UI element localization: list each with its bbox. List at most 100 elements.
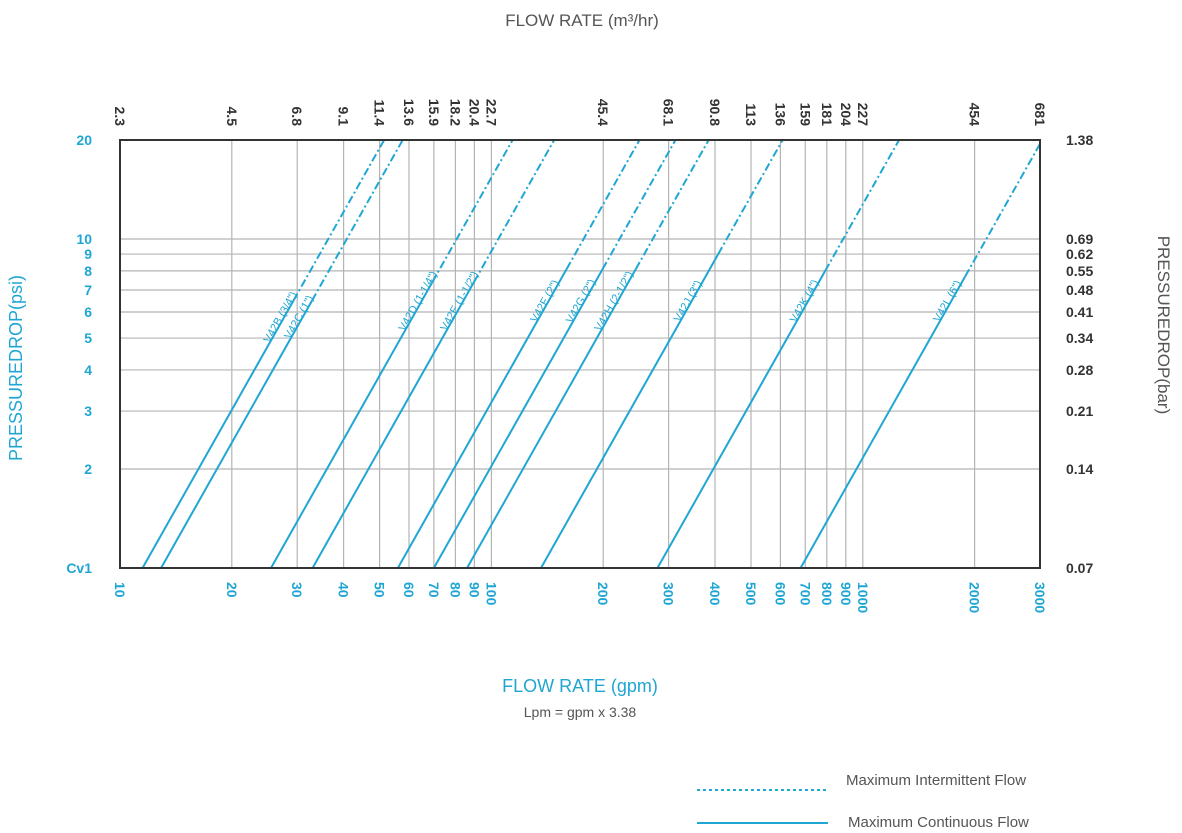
- series-intermittent-line: [824, 139, 900, 272]
- series-intermittent-line: [292, 139, 386, 302]
- x-axis-note: Lpm = gpm x 3.38: [524, 704, 637, 720]
- y-tick-label-bar: 1.38: [1066, 132, 1093, 148]
- x-tick-label: 3000: [1032, 582, 1048, 613]
- series-label: V42H (2-1/2"): [593, 269, 636, 333]
- series-label-layer: V42B (3/4")V42C (1") V42D (1-1/4")V42E (1…: [262, 269, 965, 345]
- y-tick-label-bar: 0.21: [1066, 403, 1093, 419]
- x-tick-label: 900: [838, 582, 854, 606]
- y-tick-label-psi: 20: [76, 132, 92, 148]
- y-tick-label-psi: Cv1: [66, 560, 92, 576]
- y-tick-label-bar: 0.14: [1066, 461, 1093, 477]
- top-x-tick-label: 90.8: [707, 99, 723, 126]
- legend-continuous-label: Maximum Continuous Flow: [848, 814, 1029, 831]
- y-tick-label-psi: 3: [84, 403, 92, 419]
- series-label: V42G (2"): [564, 277, 598, 325]
- top-x-tick-label: 18.2: [447, 99, 463, 126]
- top-x-tick-label: 159: [797, 103, 813, 127]
- series-intermittent-line: [473, 139, 556, 283]
- series-continuous-line: [141, 300, 295, 569]
- x-tick-label: 20: [224, 582, 240, 598]
- top-x-tick-label: 681: [1032, 103, 1048, 127]
- grid-layer: [120, 140, 1040, 568]
- y-tick-label-psi: 9: [84, 246, 92, 262]
- y-tick-label-psi: 4: [84, 362, 92, 378]
- top-axis-title: FLOW RATE (m³/hr): [505, 11, 659, 30]
- top-x-tick-label: 4.5: [224, 107, 240, 127]
- top-x-tick-label: 2.3: [112, 107, 128, 127]
- series-label: V42F (2"): [528, 278, 561, 325]
- series-intermittent-line: [565, 139, 641, 270]
- x-tick-label: 500: [743, 582, 759, 606]
- x-tick-label: 300: [661, 582, 677, 606]
- x-tick-label: 10: [112, 582, 128, 598]
- x-tick-label: 1000: [855, 582, 871, 613]
- x-tick-label: 30: [289, 582, 305, 598]
- legend: Maximum Intermittent Flow Maximum Contin…: [697, 772, 1029, 831]
- series-continuous-line: [160, 300, 313, 569]
- x-tick-label: 80: [447, 582, 463, 598]
- y-tick-label-psi: 5: [84, 330, 92, 346]
- y-tick-label-psi: 7: [84, 282, 92, 298]
- series-continuous-line: [799, 275, 967, 569]
- series-intermittent-line: [601, 139, 677, 270]
- top-x-tick-label: 68.1: [661, 99, 677, 126]
- y-tick-label-bar: 0.41: [1066, 304, 1093, 320]
- top-x-tick-label: 181: [819, 103, 835, 127]
- top-x-tick-label: 45.4: [595, 99, 611, 126]
- y-tick-label-psi: 10: [76, 231, 92, 247]
- series-continuous-line: [432, 268, 604, 569]
- x-tick-label: 40: [336, 582, 352, 598]
- top-x-tick-label: 113: [743, 103, 759, 126]
- series-intermittent-line: [431, 139, 514, 283]
- y-tick-label-bar: 0.69: [1066, 231, 1093, 247]
- x-axis-title: FLOW RATE (gpm): [502, 676, 658, 696]
- series-continuous-line: [656, 270, 827, 569]
- right-axis-title: PRESSUREDROP(bar): [1154, 236, 1173, 415]
- series-continuous-line: [540, 253, 720, 569]
- plot-frame: [119, 139, 1041, 569]
- top-x-tick-label: 9.1: [336, 107, 352, 127]
- y-tick-label-bar: 0.28: [1066, 362, 1093, 378]
- x-tick-label: 600: [772, 582, 788, 606]
- series-intermittent-line: [311, 139, 404, 302]
- series-label: V42L (6"): [931, 278, 964, 324]
- series-intermittent-line: [634, 139, 710, 270]
- y-tick-label-bar: 0.48: [1066, 282, 1093, 298]
- x-tick-label: 2000: [967, 582, 983, 613]
- series-continuous-line: [270, 281, 434, 569]
- top-x-tick-label: 136: [772, 103, 788, 127]
- top-x-tick-label: 227: [855, 103, 871, 127]
- top-x-tick-label: 20.4: [466, 99, 482, 126]
- x-tick-label: 70: [426, 582, 442, 598]
- top-x-tick-label: 15.9: [426, 99, 442, 126]
- x-tick-label: 400: [707, 582, 723, 606]
- x-tick-label: 200: [595, 582, 611, 606]
- x-tick-label: 90: [466, 582, 482, 598]
- y-tick-label-psi: 6: [84, 304, 92, 320]
- y-tick-label-bar: 0.62: [1066, 246, 1093, 262]
- series-layer: [141, 139, 1041, 569]
- series-continuous-line: [466, 268, 637, 569]
- series-continuous-line: [311, 281, 475, 569]
- legend-intermittent-label: Maximum Intermittent Flow: [846, 772, 1026, 789]
- series-label: V42J (3"): [672, 279, 705, 325]
- x-tick-label: 700: [797, 582, 813, 606]
- tick-layer: 10 20 30 40 50 60 70 80 90 100 200 300 400 500 600 700 8…: [66, 99, 1093, 614]
- x-tick-label: 60: [401, 582, 417, 598]
- y-tick-label-bar: 0.34: [1066, 330, 1093, 346]
- series-continuous-line: [397, 268, 568, 569]
- series-intermittent-line: [964, 143, 1041, 277]
- top-x-tick-label: 204: [838, 103, 854, 127]
- top-x-tick-label: 454: [967, 103, 983, 127]
- y-tick-label-psi: 8: [84, 263, 92, 279]
- top-x-tick-label: 6.8: [289, 107, 305, 127]
- y-tick-label-bar: 0.07: [1066, 560, 1093, 576]
- series-intermittent-line: [717, 139, 784, 255]
- top-x-tick-label: 13.6: [401, 99, 417, 126]
- x-tick-label: 800: [819, 582, 835, 606]
- x-tick-label: 100: [483, 582, 499, 606]
- y-tick-label-bar: 0.55: [1066, 263, 1093, 279]
- left-axis-title: PRESSUREDROP(psi): [6, 275, 26, 461]
- x-tick-label: 50: [372, 582, 388, 598]
